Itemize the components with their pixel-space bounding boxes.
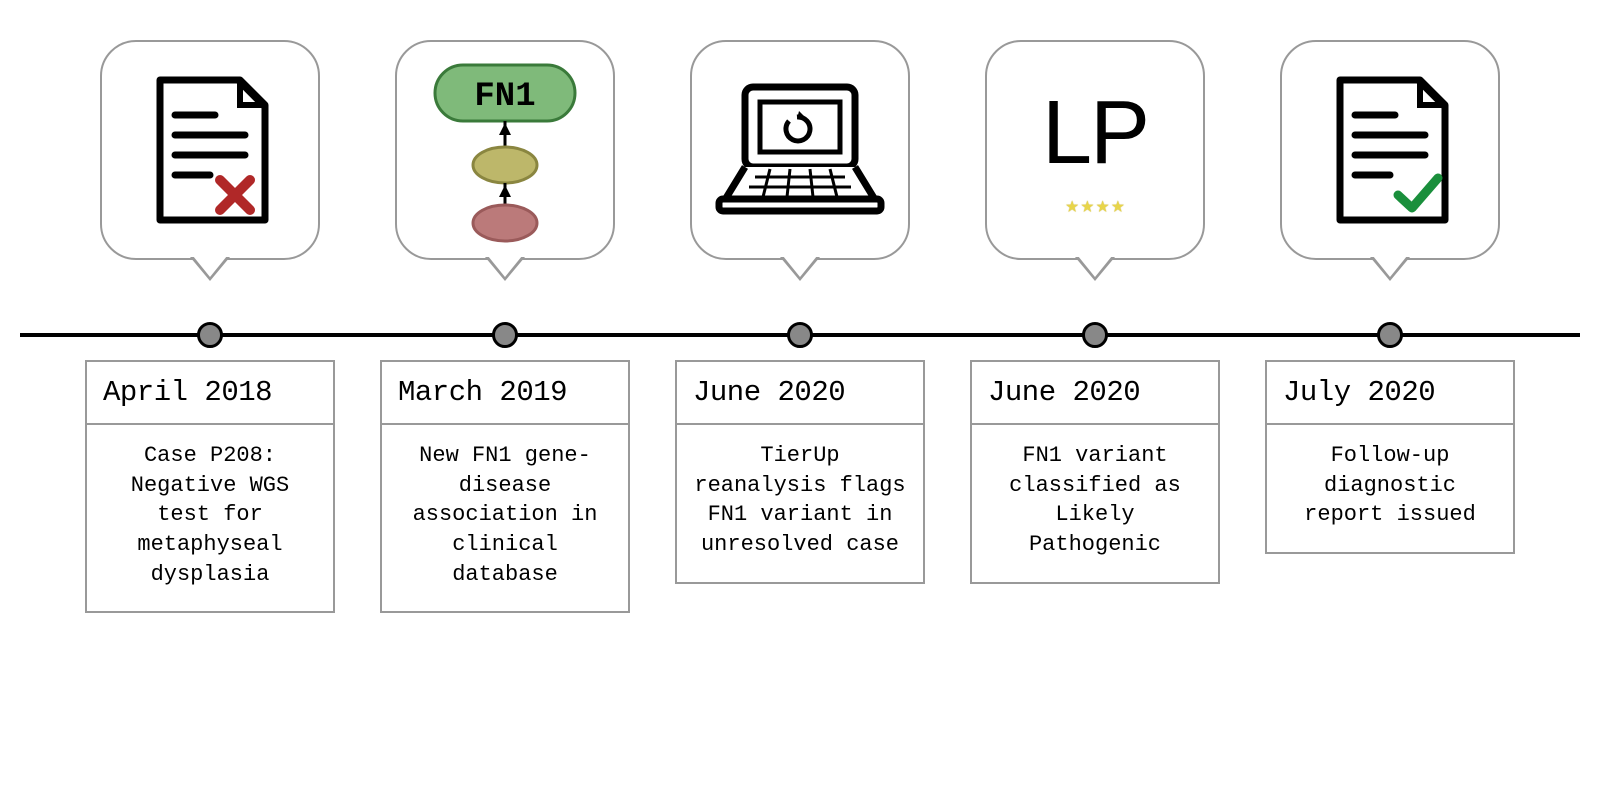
lp-rating-icon: LP ★ ★ ★ ★ [1042,82,1148,219]
star-icon: ★ [1066,193,1079,219]
star-icon: ★ [1096,193,1109,219]
event-date: March 2019 [382,362,628,425]
timeline-dot [197,322,223,348]
event-card: April 2018 Case P208: Negative WGS test … [85,360,335,613]
bubble-tail [485,257,525,281]
gene-tree-icon: FN1 [415,55,595,245]
event-description: FN1 variant classified as Likely Pathoge… [972,425,1218,582]
star-icon: ★ [1111,193,1124,219]
event-description: TierUp reanalysis flags FN1 variant in u… [677,425,923,582]
event-date: June 2020 [972,362,1218,425]
event-bubble [690,40,910,260]
document-check-icon [1320,70,1460,230]
event-date: April 2018 [87,362,333,425]
bubble-tail [190,257,230,281]
timeline-event: April 2018 Case P208: Negative WGS test … [80,40,340,760]
event-bubble: FN1 [395,40,615,260]
event-description: Follow-up diagnostic report issued [1267,425,1513,552]
event-description: Case P208: Negative WGS test for metaphy… [87,425,333,611]
document-x-icon [140,70,280,230]
timeline-dot [492,322,518,348]
lp-text: LP [1042,82,1148,185]
timeline-dot [787,322,813,348]
timeline-event: FN1 March 2019 New FN1 gene-disease asso… [375,40,635,760]
event-card: July 2020 Follow-up diagnostic report is… [1265,360,1515,554]
bubble-tail [1075,257,1115,281]
timeline-event: July 2020 Follow-up diagnostic report is… [1260,40,1520,760]
event-card: March 2019 New FN1 gene-disease associat… [380,360,630,613]
event-description: New FN1 gene-disease association in clin… [382,425,628,611]
timeline-event: June 2020 TierUp reanalysis flags FN1 va… [670,40,930,760]
event-card: June 2020 TierUp reanalysis flags FN1 va… [675,360,925,584]
timeline-event: LP ★ ★ ★ ★ June 2020 FN1 variant classif… [965,40,1225,760]
event-bubble [1280,40,1500,260]
star-icon: ★ [1081,193,1094,219]
event-bubble: LP ★ ★ ★ ★ [985,40,1205,260]
laptop-refresh-icon [705,75,895,225]
timeline-dot [1377,322,1403,348]
event-date: June 2020 [677,362,923,425]
star-row: ★ ★ ★ ★ [1042,193,1148,219]
timeline-dot [1082,322,1108,348]
event-date: July 2020 [1267,362,1513,425]
bubble-tail [1370,257,1410,281]
event-row: April 2018 Case P208: Negative WGS test … [80,40,1520,760]
timeline: April 2018 Case P208: Negative WGS test … [80,40,1520,760]
gene-label: FN1 [474,78,535,116]
bubble-tail [780,257,820,281]
event-card: June 2020 FN1 variant classified as Like… [970,360,1220,584]
event-bubble [100,40,320,260]
